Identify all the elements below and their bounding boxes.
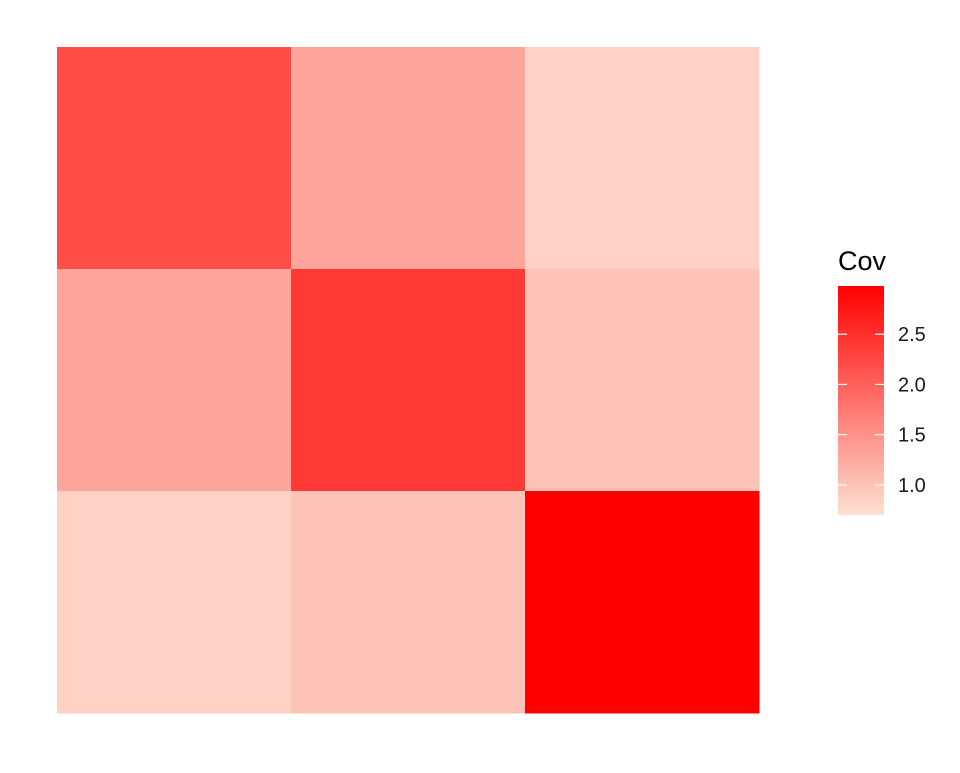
legend-ticks: 1.0 1.5 2.0 2.5 xyxy=(838,324,926,497)
legend-tick-label-2: 1.5 xyxy=(898,425,926,447)
heatmap-cell-r2-c2 xyxy=(291,269,526,492)
heatmap-cell-r3-c3 xyxy=(525,491,760,714)
heatmap-cell-r1-c1 xyxy=(57,47,292,270)
legend-title: Cov xyxy=(838,246,887,276)
heatmap-cell-r1-c2 xyxy=(291,47,526,270)
heatmap-cell-r3-c2 xyxy=(291,491,526,714)
legend-tick-label-4: 2.5 xyxy=(898,324,926,346)
color-legend: Cov 1.0 1.5 2.0 2.5 xyxy=(838,246,926,515)
legend-colorbar xyxy=(838,286,884,515)
heatmap-cell-r1-c3 xyxy=(525,47,760,270)
heatmap-cells xyxy=(57,47,760,714)
heatmap-cell-r2-c3 xyxy=(525,269,760,492)
heatmap-cell-r2-c1 xyxy=(57,269,292,492)
legend-tick-label-1: 1.0 xyxy=(898,475,926,497)
legend-tick-label-3: 2.0 xyxy=(898,374,926,396)
heatmap-cell-r3-c1 xyxy=(57,491,292,714)
